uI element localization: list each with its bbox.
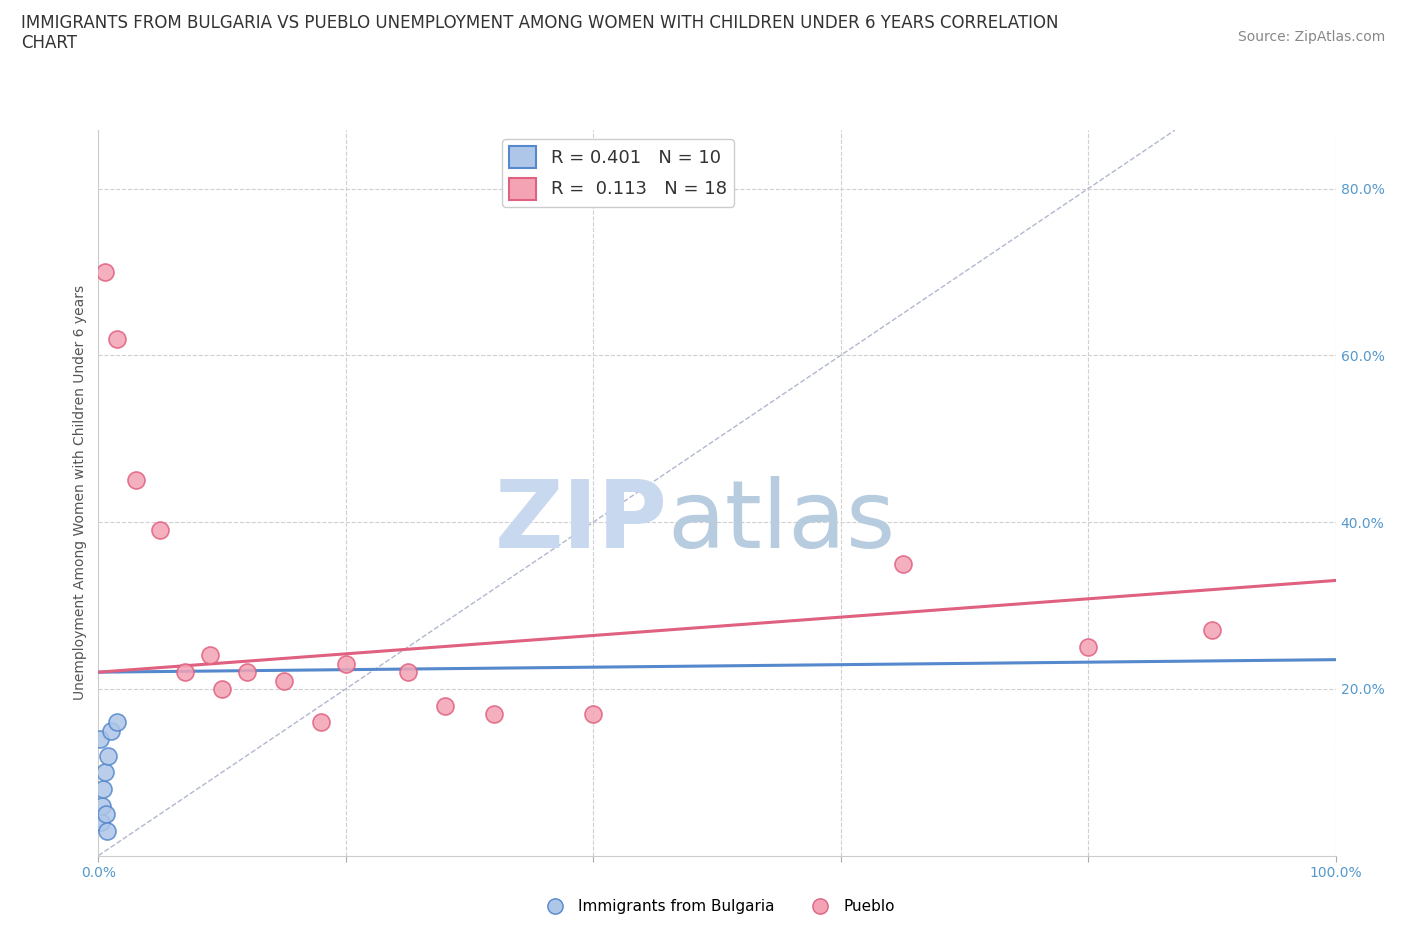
- Point: [309, 715, 332, 730]
- Text: IMMIGRANTS FROM BULGARIA VS PUEBLO UNEMPLOYMENT AMONG WOMEN WITH CHILDREN UNDER : IMMIGRANTS FROM BULGARIA VS PUEBLO UNEMP…: [21, 14, 1059, 32]
- Point: [1077, 640, 1099, 655]
- Point: [198, 648, 221, 663]
- Point: [211, 682, 233, 697]
- Point: [484, 707, 506, 722]
- Point: [94, 806, 117, 821]
- Point: [93, 781, 115, 796]
- Point: [236, 665, 259, 680]
- Point: [96, 823, 118, 838]
- Point: [124, 473, 146, 488]
- Text: Source: ZipAtlas.com: Source: ZipAtlas.com: [1237, 30, 1385, 44]
- Point: [396, 665, 419, 680]
- Text: ZIP: ZIP: [495, 476, 668, 568]
- Point: [100, 724, 122, 738]
- Text: atlas: atlas: [668, 476, 896, 568]
- Point: [97, 748, 120, 763]
- Point: [93, 764, 115, 779]
- Point: [105, 715, 128, 730]
- Point: [91, 798, 114, 813]
- Point: [93, 264, 115, 279]
- Point: [89, 731, 111, 746]
- Point: [90, 815, 112, 830]
- Point: [1201, 623, 1223, 638]
- Point: [891, 556, 914, 571]
- Point: [105, 331, 128, 346]
- Point: [273, 673, 295, 688]
- Point: [335, 657, 357, 671]
- Legend: Immigrants from Bulgaria, Pueblo: Immigrants from Bulgaria, Pueblo: [533, 894, 901, 921]
- Point: [149, 523, 172, 538]
- Point: [433, 698, 456, 713]
- Point: [174, 665, 197, 680]
- Y-axis label: Unemployment Among Women with Children Under 6 years: Unemployment Among Women with Children U…: [73, 286, 87, 700]
- Point: [582, 707, 605, 722]
- Text: CHART: CHART: [21, 34, 77, 52]
